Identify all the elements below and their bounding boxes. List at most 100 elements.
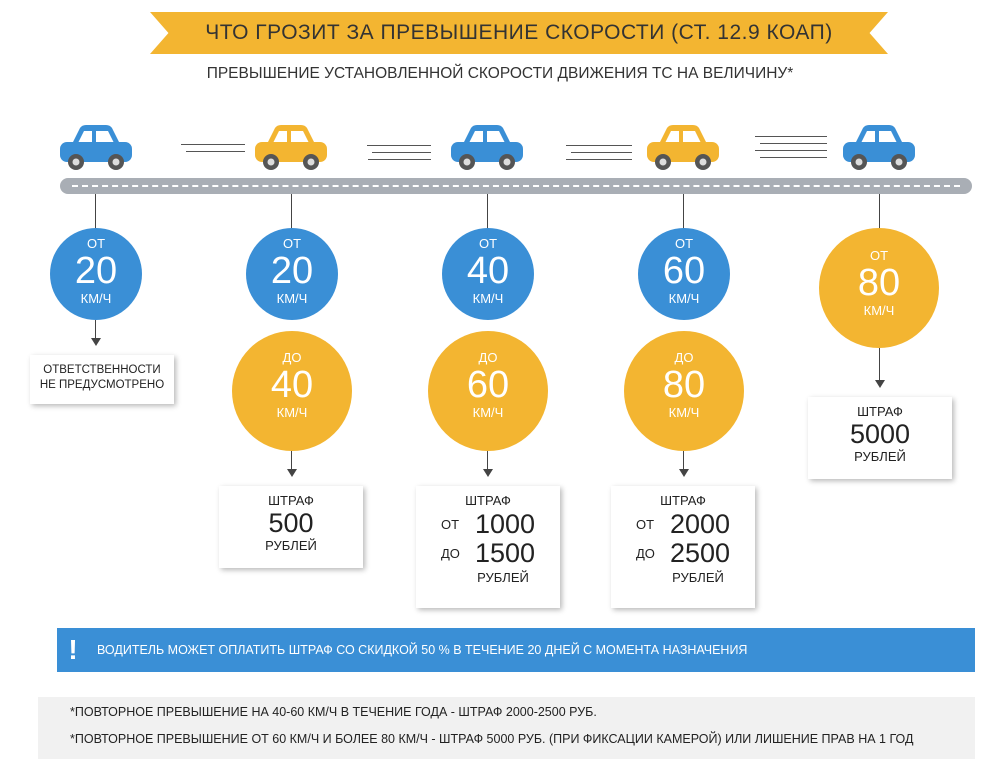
road-markings — [72, 185, 960, 187]
fine-to-amount: 1500 — [474, 538, 536, 568]
fine-label: ШТРАФ — [857, 404, 903, 419]
result-line-2: НЕ ПРЕДУСМОТРЕНО — [39, 379, 165, 391]
fine-currency: РУБЛЕЙ — [854, 449, 906, 464]
speed-line — [368, 159, 431, 160]
speed-from-circle: ОТ 60 КМ/Ч — [638, 228, 730, 320]
fine-box: ШТРАФ 5000 РУБЛЕЙ — [808, 397, 952, 479]
fine-currency: РУБЛЕЙ — [672, 570, 724, 585]
car-icon — [843, 125, 915, 170]
fine-from-amount: 1000 — [474, 509, 536, 539]
fine-label: ШТРАФ — [268, 493, 314, 508]
speed-unit: КМ/Ч — [668, 405, 700, 420]
arrow-down-icon — [483, 469, 493, 477]
fine-amount: 500 — [268, 508, 314, 538]
speed-line — [566, 145, 632, 146]
speed-line — [755, 136, 827, 137]
speed-line — [571, 152, 632, 153]
speed-from-value: 80 — [857, 262, 901, 304]
speed-to-prefix: ДО — [478, 350, 498, 365]
speed-line — [367, 145, 431, 146]
connector-line — [879, 348, 880, 382]
connector-line — [683, 451, 684, 471]
speed-unit: КМ/Ч — [276, 291, 308, 306]
speed-to-value: 60 — [466, 364, 510, 406]
speed-from-value: 20 — [270, 250, 314, 292]
car-icon — [60, 125, 132, 170]
speed-line — [755, 150, 827, 151]
result-line-1: ОТВЕТСТВЕННОСТИ — [43, 364, 161, 376]
result-box: ОТВЕТСТВЕННОСТИ НЕ ПРЕДУСМОТРЕНО — [30, 355, 174, 404]
arrow-down-icon — [287, 469, 297, 477]
speed-line — [181, 144, 245, 145]
speed-to-circle: ДО 80 КМ/Ч — [624, 331, 744, 451]
page-subtitle: ПРЕВЫШЕНИЕ УСТАНОВЛЕННОЙ СКОРОСТИ ДВИЖЕН… — [206, 65, 794, 82]
footnotes: *ПОВТОРНОЕ ПРЕВЫШЕНИЕ НА 40-60 КМ/Ч В ТЕ… — [38, 697, 975, 759]
speed-unit: КМ/Ч — [276, 405, 308, 420]
speed-unit: КМ/Ч — [80, 291, 112, 306]
speed-to-value: 80 — [662, 364, 706, 406]
connector-line — [487, 451, 488, 471]
speed-unit: КМ/Ч — [668, 291, 700, 306]
connector-line — [487, 194, 488, 230]
fine-to-label: ДО — [635, 546, 655, 561]
title-ribbon: ЧТО ГРОЗИТ ЗА ПРЕВЫШЕНИЕ СКОРОСТИ (СТ. 1… — [150, 12, 888, 54]
fine-from-label: ОТ — [440, 517, 460, 532]
speed-to-circle: ДО 60 КМ/Ч — [428, 331, 548, 451]
fine-from-amount: 2000 — [669, 509, 731, 539]
speed-to-prefix: ДО — [674, 350, 694, 365]
speed-from-value: 40 — [466, 250, 510, 292]
fine-label: ШТРАФ — [660, 493, 706, 508]
speed-from-prefix: ОТ — [282, 236, 302, 251]
fine-range-from: ОТ 2000 — [611, 510, 755, 539]
fine-amount: 5000 — [849, 419, 911, 449]
speed-from-circle: ОТ 40 КМ/Ч — [442, 228, 534, 320]
page-title: ЧТО ГРОЗИТ ЗА ПРЕВЫШЕНИЕ СКОРОСТИ (СТ. 1… — [205, 21, 833, 44]
fine-range-to: ДО 1500 — [416, 539, 560, 568]
speed-from-circle: ОТ 20 КМ/Ч — [246, 228, 338, 320]
fine-range-from: ОТ 1000 — [416, 510, 560, 539]
car-icon — [255, 125, 327, 170]
fine-box: ШТРАФ ОТ 1000 ДО 1500 РУБЛЕЙ — [416, 486, 560, 608]
banner-text: ВОДИТЕЛЬ МОЖЕТ ОПЛАТИТЬ ШТРАФ СО СКИДКОЙ… — [97, 643, 748, 657]
car-icon — [647, 125, 719, 170]
fine-label: ШТРАФ — [465, 493, 511, 508]
speed-from-circle: ОТ 80 КМ/Ч — [819, 228, 939, 348]
speed-from-prefix: ОТ — [478, 236, 498, 251]
fine-currency: РУБЛЕЙ — [477, 570, 529, 585]
fine-to-label: ДО — [440, 546, 460, 561]
fine-to-amount: 2500 — [669, 538, 731, 568]
footnote: *ПОВТОРНОЕ ПРЕВЫШЕНИЕ НА 40-60 КМ/Ч В ТЕ… — [70, 705, 597, 719]
fine-box: ШТРАФ 500 РУБЛЕЙ — [219, 486, 363, 568]
arrow-down-icon — [679, 469, 689, 477]
speed-line — [760, 143, 827, 144]
exclamation-icon: ! — [68, 634, 78, 665]
speed-from-prefix: ОТ — [86, 236, 106, 251]
connector-line — [683, 194, 684, 230]
speed-from-prefix: ОТ — [674, 236, 694, 251]
speed-from-value: 20 — [74, 250, 118, 292]
car-icon — [451, 125, 523, 170]
speed-unit: КМ/Ч — [472, 405, 504, 420]
fine-from-label: ОТ — [635, 517, 655, 532]
speed-line — [186, 151, 245, 152]
connector-line — [291, 451, 292, 471]
speed-to-value: 40 — [270, 364, 314, 406]
speed-line — [760, 157, 827, 158]
connector-line — [879, 194, 880, 230]
fine-currency: РУБЛЕЙ — [265, 538, 317, 553]
speed-unit: КМ/Ч — [472, 291, 504, 306]
speed-to-circle: ДО 40 КМ/Ч — [232, 331, 352, 451]
connector-line — [95, 320, 96, 340]
speed-to-prefix: ДО — [282, 350, 302, 365]
arrow-down-icon — [91, 338, 101, 346]
speed-from-prefix: ОТ — [869, 248, 889, 263]
fine-range-to: ДО 2500 — [611, 539, 755, 568]
speed-unit: КМ/Ч — [863, 303, 895, 318]
discount-banner: ! ВОДИТЕЛЬ МОЖЕТ ОПЛАТИТЬ ШТРАФ СО СКИДК… — [57, 628, 975, 672]
speed-from-value: 60 — [662, 250, 706, 292]
arrow-down-icon — [875, 380, 885, 388]
connector-line — [291, 194, 292, 230]
fine-box: ШТРАФ ОТ 2000 ДО 2500 РУБЛЕЙ — [611, 486, 755, 608]
footnote: *ПОВТОРНОЕ ПРЕВЫШЕНИЕ ОТ 60 КМ/Ч И БОЛЕЕ… — [70, 732, 914, 746]
speed-line — [372, 152, 431, 153]
